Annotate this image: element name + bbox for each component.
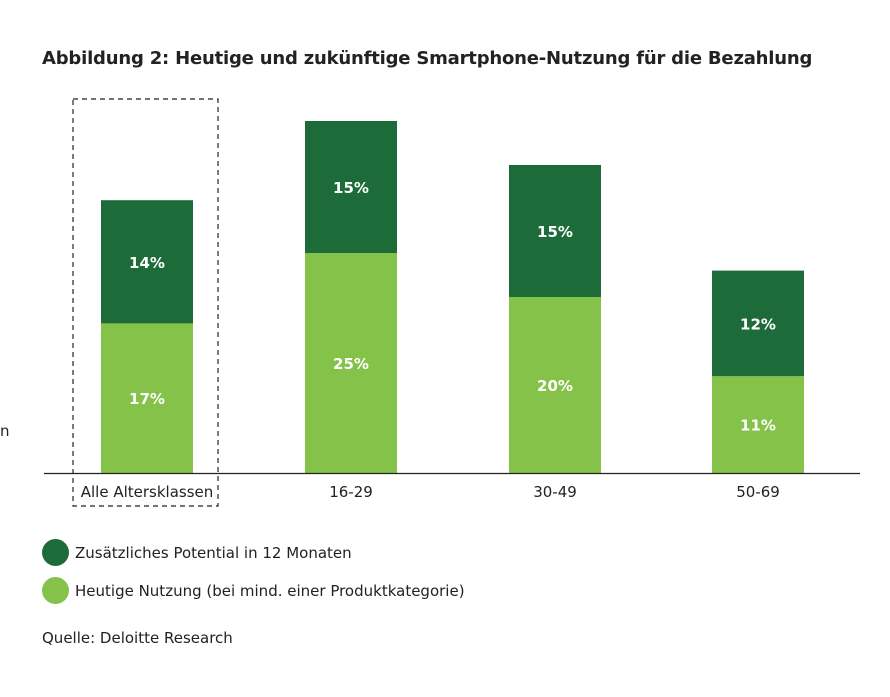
legend-swatch-light — [42, 577, 69, 604]
bar-segment — [305, 253, 397, 473]
data-label: 15% — [537, 223, 573, 241]
legend-item-current: Heutige Nutzung (bei mind. einer Produkt… — [42, 577, 465, 604]
legend-label: Zusätzliches Potential in 12 Monaten — [75, 543, 352, 562]
bar-segment — [509, 165, 601, 297]
clipped-text-fragment: n — [0, 422, 10, 440]
data-label: 20% — [537, 377, 573, 395]
x-tick-label: 30-49 — [533, 483, 577, 501]
legend-swatch-dark — [42, 539, 69, 566]
legend-item-potential: Zusätzliches Potential in 12 Monaten — [42, 539, 352, 566]
data-label: 17% — [129, 390, 165, 408]
bar-segment — [509, 297, 601, 473]
bar-segment — [101, 200, 193, 324]
data-label: 25% — [333, 355, 369, 373]
data-label: 14% — [129, 254, 165, 272]
source-note: Quelle: Deloitte Research — [42, 629, 233, 647]
bar-segment — [712, 270, 804, 377]
highlight-box — [72, 98, 219, 507]
data-label: 11% — [740, 417, 776, 435]
data-label: 15% — [333, 179, 369, 197]
x-tick-label: Alle Altersklassen — [81, 483, 214, 501]
data-label: 12% — [740, 315, 776, 333]
x-tick-label: 16-29 — [329, 483, 373, 501]
bar-segment — [101, 323, 193, 473]
chart-title: Abbildung 2: Heutige und zukünftige Smar… — [42, 48, 813, 69]
bar-segment — [712, 376, 804, 473]
legend-label: Heutige Nutzung (bei mind. einer Produkt… — [75, 581, 465, 600]
bar-segment — [305, 121, 397, 253]
x-tick-label: 50-69 — [736, 483, 780, 501]
